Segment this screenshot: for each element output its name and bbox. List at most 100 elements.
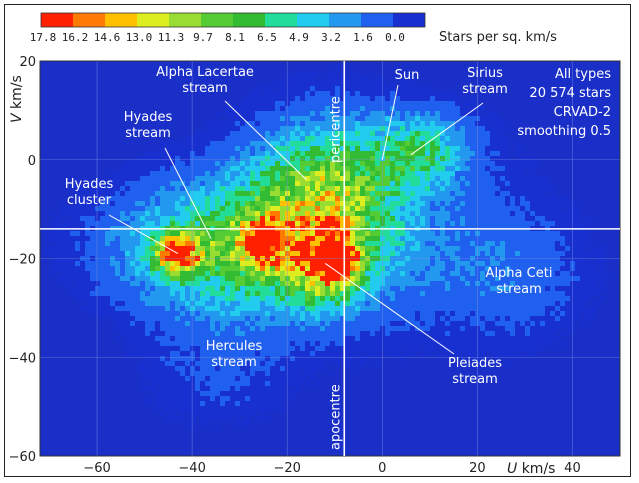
density-cell [435, 106, 441, 112]
density-cell [350, 171, 356, 177]
density-cell [200, 241, 206, 247]
density-cell [485, 336, 491, 342]
density-cell [155, 306, 161, 312]
density-cell [425, 196, 431, 202]
density-cell [195, 261, 201, 267]
density-cell [395, 126, 401, 132]
density-cell [100, 286, 106, 292]
density-cell [165, 276, 171, 282]
density-cell [170, 141, 176, 147]
density-cell [340, 171, 346, 177]
density-cell [430, 181, 436, 187]
density-cell [420, 191, 426, 197]
density-cell [175, 316, 181, 322]
density-cell [290, 291, 296, 297]
density-cell [230, 266, 236, 272]
density-cell [495, 156, 501, 162]
density-cell [255, 286, 261, 292]
density-cell [245, 366, 251, 372]
density-cell [90, 286, 96, 292]
density-cell [310, 291, 316, 297]
density-cell [245, 221, 251, 227]
density-cell [465, 321, 471, 327]
density-cell [90, 301, 96, 307]
density-cell [255, 121, 261, 127]
density-cell [375, 316, 381, 322]
density-cell [495, 116, 501, 122]
density-cell [370, 211, 376, 217]
density-cell [490, 206, 496, 212]
density-cell [185, 376, 191, 382]
density-cell [350, 146, 356, 152]
density-cell [460, 191, 466, 197]
density-cell [155, 281, 161, 287]
density-cell [315, 136, 321, 142]
density-cell [270, 346, 276, 352]
density-cell [260, 376, 266, 382]
density-cell [215, 276, 221, 282]
density-cell [370, 316, 376, 322]
density-cell [405, 306, 411, 312]
density-cell [295, 356, 301, 362]
density-cell [250, 151, 256, 157]
density-cell [110, 196, 116, 202]
density-cell [220, 391, 226, 397]
density-cell [45, 236, 51, 242]
density-cell [345, 231, 351, 237]
density-cell [160, 391, 166, 397]
density-cell [255, 151, 261, 157]
density-cell [405, 91, 411, 97]
density-cell [320, 221, 326, 227]
density-cell [280, 316, 286, 322]
density-cell [305, 86, 311, 92]
density-cell [480, 211, 486, 217]
density-cell [450, 131, 456, 137]
density-cell [260, 326, 266, 332]
density-cell [160, 311, 166, 317]
density-cell [245, 266, 251, 272]
density-cell [135, 336, 141, 342]
density-cell [115, 336, 121, 342]
density-cell [545, 331, 551, 337]
density-cell [355, 261, 361, 267]
density-cell [160, 156, 166, 162]
density-cell [405, 311, 411, 317]
density-cell [165, 196, 171, 202]
density-cell [235, 361, 241, 367]
density-cell [340, 301, 346, 307]
density-cell [300, 131, 306, 137]
density-cell [140, 271, 146, 277]
density-cell [265, 251, 271, 257]
density-cell [535, 316, 541, 322]
density-cell [130, 186, 136, 192]
density-cell [510, 296, 516, 302]
density-cell [215, 196, 221, 202]
density-cell [240, 246, 246, 252]
density-cell [130, 231, 136, 237]
density-cell [285, 181, 291, 187]
density-cell [205, 271, 211, 277]
density-cell [275, 221, 281, 227]
density-cell [520, 276, 526, 282]
density-cell [505, 216, 511, 222]
density-cell [490, 331, 496, 337]
density-cell [420, 126, 426, 132]
density-cell [300, 171, 306, 177]
density-cell [185, 161, 191, 167]
density-cell [70, 276, 76, 282]
density-cell [305, 186, 311, 192]
density-cell [240, 236, 246, 242]
density-cell [175, 236, 181, 242]
density-cell [240, 271, 246, 277]
density-cell [230, 166, 236, 172]
density-cell [155, 251, 161, 257]
density-cell [405, 196, 411, 202]
density-cell [355, 176, 361, 182]
density-cell [425, 276, 431, 282]
density-cell [520, 166, 526, 172]
density-cell [425, 91, 431, 97]
density-cell [450, 266, 456, 272]
density-cell [145, 386, 151, 392]
density-cell [230, 146, 236, 152]
density-cell [285, 151, 291, 157]
